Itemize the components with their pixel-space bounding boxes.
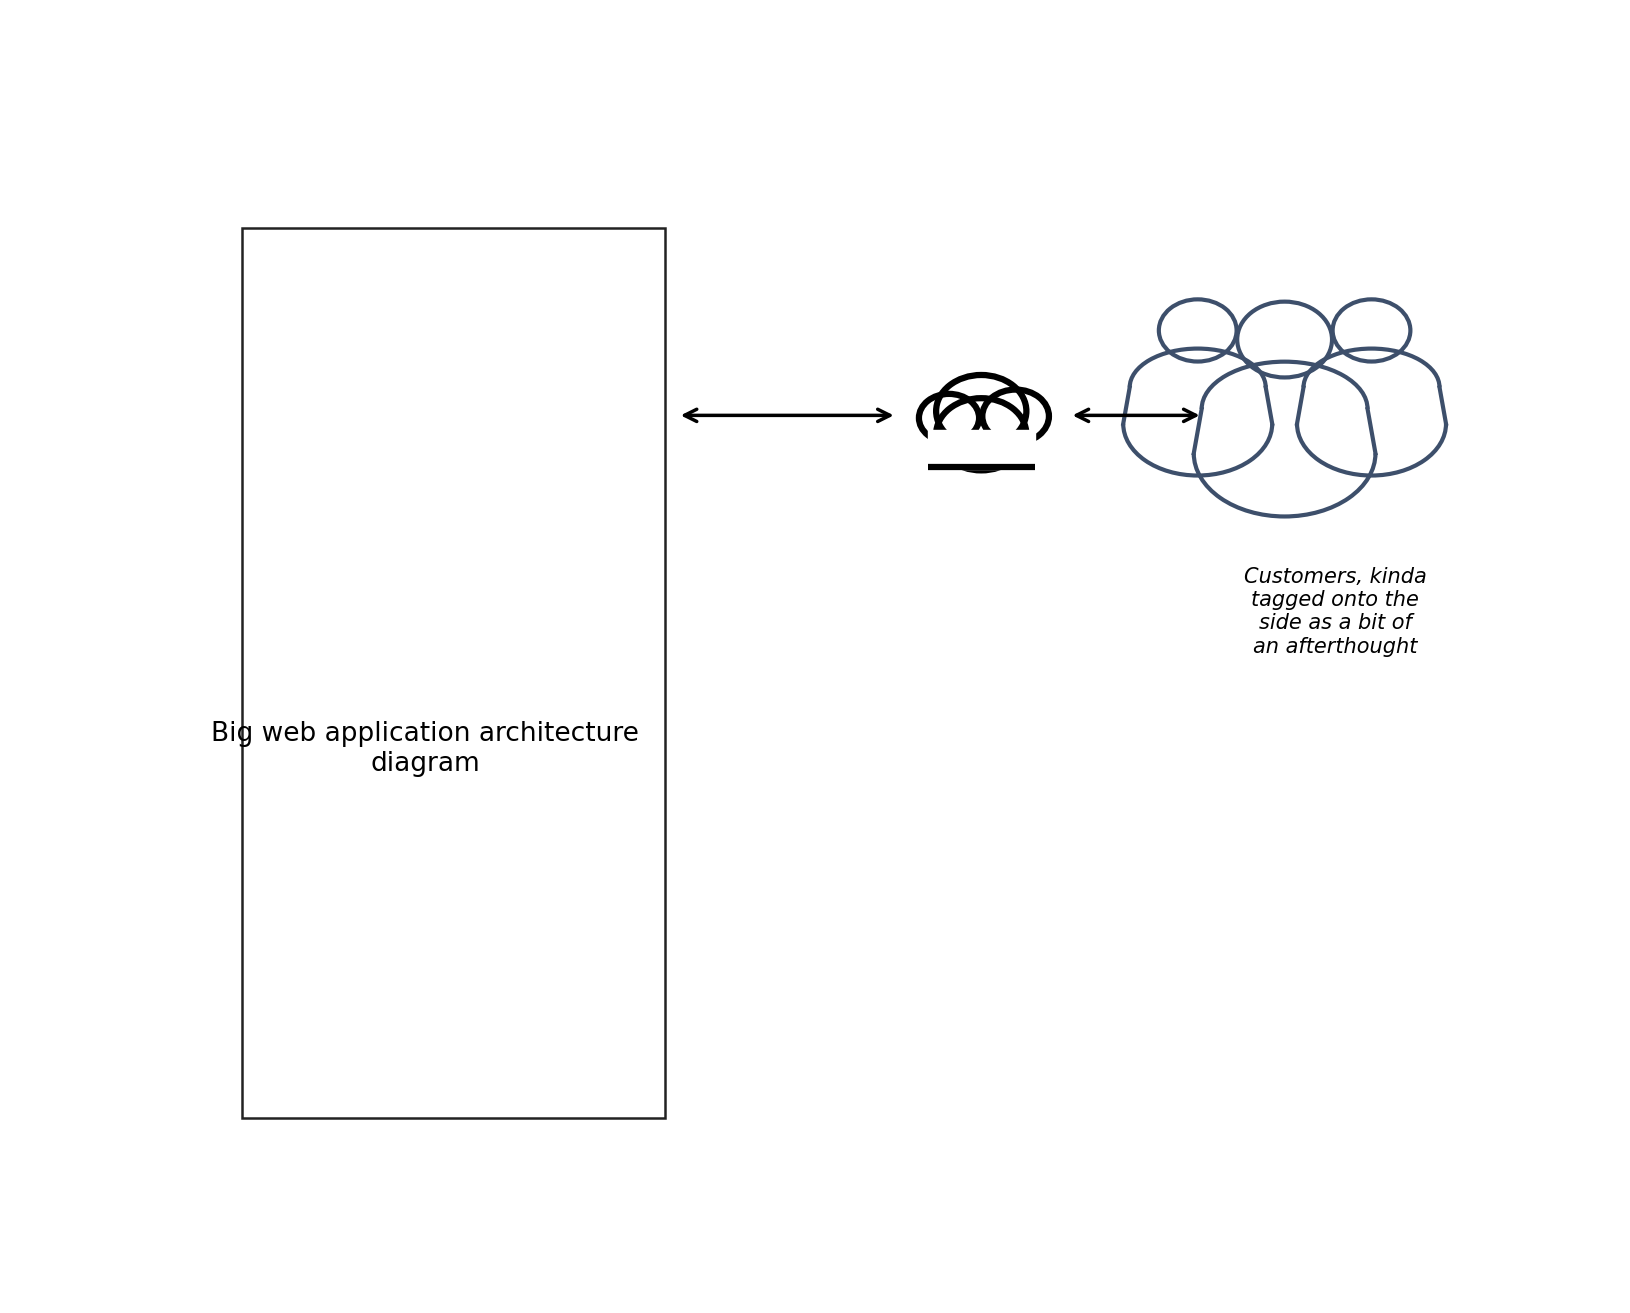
Circle shape: [936, 398, 1025, 470]
Circle shape: [936, 376, 1025, 448]
Circle shape: [918, 394, 978, 442]
Text: Customers, kinda
tagged onto the
side as a bit of
an afterthought: Customers, kinda tagged onto the side as…: [1244, 567, 1426, 656]
Text: Big web application architecture
diagram: Big web application architecture diagram: [210, 721, 639, 777]
Bar: [241, 228, 665, 1119]
Circle shape: [981, 390, 1048, 442]
Bar: [927, 429, 1035, 469]
